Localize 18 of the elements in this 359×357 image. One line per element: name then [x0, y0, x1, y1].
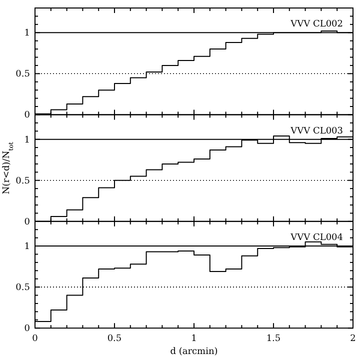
y-tick-label: 0.5 — [16, 70, 30, 80]
y-tick-label: 0.5 — [16, 176, 30, 186]
y-tick-label: 0 — [24, 110, 30, 121]
y-tick-label: 0 — [24, 324, 30, 334]
text: VVV CL004 — [290, 233, 344, 244]
text: VVV CL002 — [290, 20, 343, 30]
y-tick-label: 0 — [24, 217, 30, 228]
text: VVV CL003 — [290, 126, 344, 136]
x-tick-label: 1 — [191, 334, 197, 344]
y-tick-label: 0.5 — [16, 283, 30, 294]
x-tick-label: 0 — [32, 334, 38, 344]
x-tick-label: 1.5 — [266, 334, 281, 344]
y-tick-label: 1 — [24, 28, 30, 39]
x-axis-title: d (arcmin) — [170, 347, 218, 357]
y-tick-label: 1 — [24, 135, 30, 146]
y-tick-label: 1 — [24, 242, 30, 252]
x-tick-label: 2 — [350, 334, 356, 344]
x-tick-label: 0.5 — [107, 334, 122, 344]
